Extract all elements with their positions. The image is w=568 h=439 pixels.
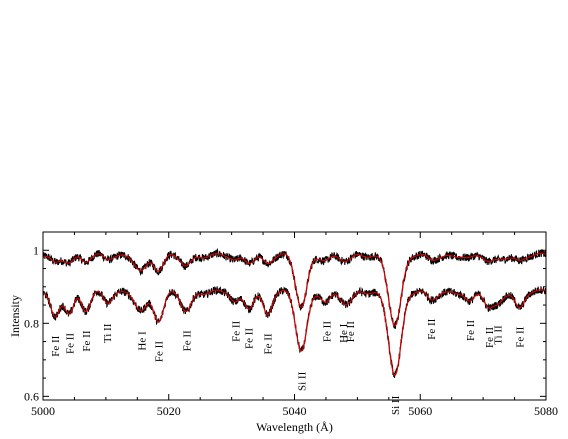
x-tick-label: 5080 [534, 404, 558, 418]
line-id-label: Fe II [64, 333, 76, 354]
y-tick-label: 1 [33, 243, 39, 257]
line-id-label: Fe II [181, 330, 193, 351]
line-id-label: Fe II [515, 326, 527, 347]
line-id-label: He I [137, 331, 149, 351]
line-id-label: Fe II [322, 321, 334, 342]
line-id-label: Fe II [244, 328, 256, 349]
line-id-label: Fe II [263, 333, 275, 354]
x-tick-label: 5020 [157, 404, 181, 418]
line-id-label: Ti II [102, 323, 114, 343]
y-axis: 0.6 0.8 1 [24, 243, 546, 403]
line-id-label: Ti II [493, 325, 505, 345]
line-id-label: Fe II [81, 330, 93, 351]
line-id-label: Fe II [426, 318, 438, 339]
x-tick-label: 5060 [408, 404, 432, 418]
line-id-label: Fe II [50, 335, 62, 356]
line-id-label: Fe II [154, 341, 166, 362]
line-id-label: Si II [296, 371, 308, 391]
line-id-label: He I [338, 323, 350, 343]
x-tick-label: 5040 [283, 404, 307, 418]
line-id-label: Fe II [465, 320, 477, 341]
y-axis-label: Intensity [8, 295, 22, 337]
x-axis: 5000 5020 5040 5060 5080 [31, 232, 558, 418]
y-tick-label: 0.8 [24, 316, 39, 330]
plot-area [43, 247, 546, 378]
x-tick-label: 5000 [31, 404, 55, 418]
model-spectrum-upper [43, 252, 546, 327]
model-spectrum-lower [43, 289, 546, 376]
line-id-label: Fe II [230, 320, 242, 341]
x-axis-label: Wavelength (Å) [256, 420, 333, 434]
y-tick-label: 0.6 [24, 389, 39, 403]
line-id-label: Fe II [345, 321, 357, 342]
line-id-label: Fe II [484, 327, 496, 348]
line-id-label: Si II [390, 395, 402, 415]
